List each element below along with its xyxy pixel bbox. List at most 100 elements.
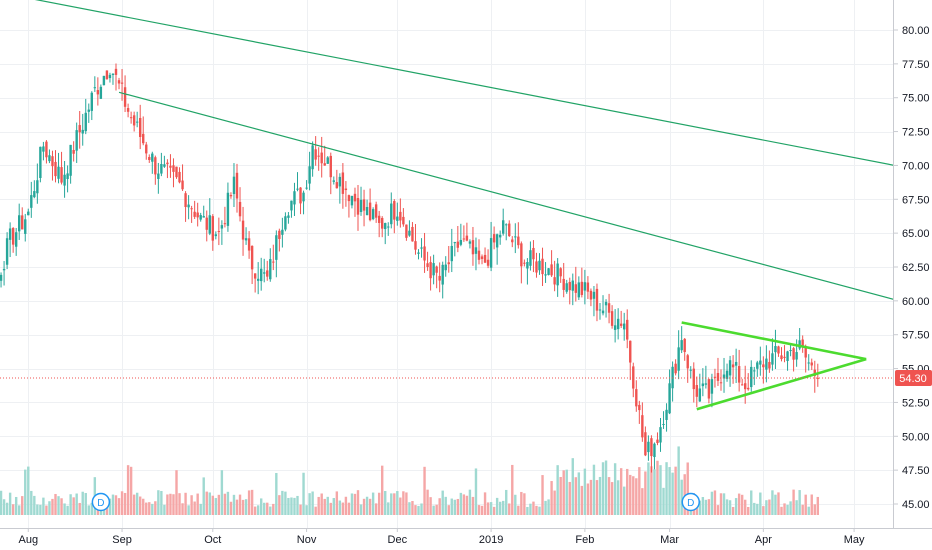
candle-body (492, 234, 496, 243)
candle-body (75, 130, 78, 151)
candle-body (565, 283, 568, 292)
candle-body (51, 156, 54, 167)
price-tick-label: 75.00 (902, 93, 930, 105)
volume-bar (659, 465, 662, 515)
volume-bar (256, 505, 260, 515)
candle-body (734, 361, 738, 366)
volume-bar (777, 492, 780, 515)
volume-bar (731, 506, 735, 515)
volume-bar (293, 497, 296, 515)
candle-body (114, 68, 118, 75)
volume-bar (498, 501, 502, 515)
volume-bar (583, 468, 587, 515)
candle-body (0, 274, 3, 281)
volume-bar (275, 472, 278, 515)
candle-body (459, 239, 463, 245)
volume-bar (54, 493, 57, 515)
candle-body (471, 240, 475, 255)
candle-body (235, 172, 239, 199)
candle-body (93, 87, 97, 89)
candle-body (190, 208, 193, 210)
price-axis-bg (894, 0, 932, 528)
volume-bar (459, 492, 463, 515)
volume-bar (695, 505, 698, 515)
volume-bar (14, 496, 18, 515)
time-axis[interactable]: Aug Sep Oct Nov Dec 2019 Feb Mar Apr May (18, 528, 865, 546)
candle-body (656, 439, 659, 444)
volume-bar (526, 506, 529, 515)
volume-bar (686, 462, 689, 515)
candle-body (420, 247, 423, 249)
volume-bar (432, 505, 435, 515)
candle-body (798, 340, 801, 349)
volume-bar (704, 499, 708, 515)
candle-body (284, 216, 287, 230)
candle-body (532, 247, 535, 260)
dividend-marker-label: D (687, 498, 694, 509)
candle-body (33, 191, 36, 198)
volume-bar (290, 497, 293, 515)
candle-body (477, 250, 481, 260)
time-tick-label: Aug (18, 534, 38, 546)
candle-body (365, 207, 369, 216)
volume-bar (765, 500, 768, 515)
volume-bar (148, 502, 151, 515)
volume-bar (151, 503, 154, 515)
volume-bar (305, 505, 308, 515)
volume-bar (771, 490, 774, 515)
candle-body (665, 409, 668, 420)
candle-body (81, 129, 84, 134)
volume-bar (813, 504, 816, 515)
candle-body (541, 258, 544, 275)
price-axis[interactable]: 45.0047.5050.0052.5055.0057.5060.0062.50… (894, 25, 930, 511)
volume-bar (680, 479, 683, 515)
volume-bar (489, 502, 493, 515)
volume-bar (532, 501, 535, 515)
candle-body (638, 404, 641, 411)
candle-body (483, 254, 487, 263)
candle-body (520, 243, 523, 267)
candle-body (740, 384, 744, 386)
candle-body (169, 165, 172, 168)
candle-body (350, 195, 354, 206)
volume-bar (90, 502, 93, 515)
candle-body (465, 235, 469, 241)
candle-body (653, 443, 656, 458)
volume-bar (244, 499, 248, 515)
last-price-label: 54.30 (899, 373, 927, 385)
candle-body (792, 348, 795, 360)
price-tick-label: 47.50 (902, 465, 930, 477)
volume-bar (129, 466, 133, 515)
dividend-marker[interactable] (681, 492, 700, 512)
candle-body (172, 165, 175, 172)
candle-body (429, 262, 432, 279)
candle-body (341, 172, 345, 194)
volume-bar (142, 498, 145, 515)
volume-bar (638, 467, 641, 515)
volume-bar (450, 498, 453, 515)
volume-bar (241, 499, 245, 515)
dividend-marker-label: D (97, 498, 104, 509)
volume-bar (320, 493, 323, 515)
candle-body (126, 108, 130, 112)
candle-body (302, 192, 305, 202)
volume-bar (601, 462, 605, 515)
volume-bar (804, 494, 807, 515)
volume-bar (308, 493, 311, 515)
candle-body (36, 180, 39, 194)
candle-body (390, 203, 393, 225)
candle-body (692, 368, 695, 390)
candle-body (789, 350, 792, 352)
volume-bar (565, 469, 568, 515)
volume-bar (175, 470, 178, 515)
dividend-marker[interactable] (91, 492, 111, 512)
candle-body (559, 268, 562, 277)
candle-body (326, 157, 329, 164)
volume-bar (559, 476, 562, 515)
volume-bar (529, 503, 532, 515)
volume-bar (60, 498, 63, 515)
candle-body (275, 235, 278, 260)
